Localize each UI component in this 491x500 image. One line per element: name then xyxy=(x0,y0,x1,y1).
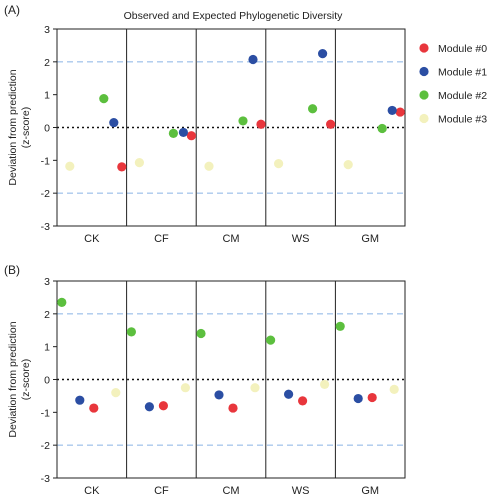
data-point xyxy=(367,392,377,403)
category-label-gm: GM xyxy=(361,233,379,245)
y-tick-label: 3 xyxy=(44,24,50,36)
data-point xyxy=(248,54,258,65)
y-tick-label: 3 xyxy=(44,276,50,288)
data-point xyxy=(284,389,294,399)
legend-label: Module #2 xyxy=(438,90,487,102)
y-tick-label: -2 xyxy=(41,188,50,200)
data-point xyxy=(335,321,345,331)
category-label-ck: CK xyxy=(84,233,100,245)
y-axis-label: Deviation from prediction xyxy=(7,69,19,185)
legend-label: Module #0 xyxy=(438,43,487,55)
y-axis-label-sub: (z-score) xyxy=(20,107,32,148)
panel-a-title: Observed and Expected Phylogenetic Diver… xyxy=(124,10,344,22)
panel-a-label: (A) xyxy=(4,3,20,17)
legend-label: Module #3 xyxy=(438,114,487,126)
y-tick-label: -3 xyxy=(41,473,50,485)
data-point xyxy=(75,395,85,405)
y-tick-label: -1 xyxy=(41,407,50,419)
legend-label: Module #1 xyxy=(438,67,487,79)
y-tick-label: 0 xyxy=(44,375,50,387)
data-point xyxy=(250,383,260,393)
data-point xyxy=(308,104,318,114)
y-tick-label: 1 xyxy=(44,342,50,354)
data-point xyxy=(168,128,178,139)
data-point xyxy=(178,127,188,138)
data-point xyxy=(256,119,266,129)
category-label-gm: GM xyxy=(361,485,379,497)
category-label-cf: CF xyxy=(154,485,169,497)
data-point xyxy=(395,107,405,117)
data-point xyxy=(111,388,121,398)
y-tick-label: 1 xyxy=(44,90,50,102)
category-label-ws: WS xyxy=(292,233,310,245)
panel-b-plot: 3 2 1 0 -1 -2 -3 Deviation from prediction (z-sc… xyxy=(7,276,406,497)
data-point xyxy=(387,105,397,116)
y-tick-label: 2 xyxy=(44,57,50,69)
category-label-ck: CK xyxy=(84,485,100,497)
data-point xyxy=(343,160,353,170)
y-tick-label: 0 xyxy=(44,123,50,135)
legend: Module #0 Module #1 Module #2 Module #3 xyxy=(419,43,487,126)
y-axis-label: Deviation from prediction xyxy=(7,321,19,437)
data-point xyxy=(117,162,127,172)
category-label-cf: CF xyxy=(154,233,169,245)
data-point xyxy=(65,161,75,171)
data-point xyxy=(99,94,109,104)
data-point xyxy=(298,396,308,406)
data-point xyxy=(228,403,238,413)
legend-marker xyxy=(419,90,429,100)
data-point xyxy=(158,401,168,411)
y-tick-label: -3 xyxy=(41,221,50,233)
y-tick-label: -2 xyxy=(41,440,50,452)
y-tick-label: -1 xyxy=(41,155,50,167)
data-point xyxy=(214,390,224,400)
data-point xyxy=(196,328,206,339)
data-point xyxy=(126,327,136,337)
legend-marker xyxy=(419,66,429,77)
data-point xyxy=(89,403,99,413)
data-point xyxy=(134,158,144,168)
data-point xyxy=(274,159,284,169)
data-point xyxy=(186,131,196,141)
data-point xyxy=(326,119,336,129)
data-point xyxy=(238,116,248,126)
category-label-cm: CM xyxy=(222,485,239,497)
data-point xyxy=(180,383,190,393)
data-point xyxy=(204,161,214,171)
data-point xyxy=(318,49,328,59)
data-point xyxy=(144,402,154,412)
data-point xyxy=(353,393,363,404)
y-tick-label: 2 xyxy=(44,309,50,321)
data-point xyxy=(266,335,276,345)
data-point xyxy=(320,379,330,390)
category-label-ws: WS xyxy=(292,485,310,497)
panel-a-plot: 3 2 1 0 -1 -2 -3 Deviation from prediction (z-sc… xyxy=(7,24,406,245)
data-point xyxy=(57,297,67,307)
legend-marker xyxy=(419,113,429,124)
panel-b-label: (B) xyxy=(4,263,20,277)
y-axis-label-sub: (z-score) xyxy=(20,359,32,400)
legend-marker xyxy=(419,43,429,53)
data-point xyxy=(377,123,387,134)
data-point xyxy=(109,117,119,128)
category-label-cm: CM xyxy=(222,233,239,245)
data-point xyxy=(389,384,399,394)
